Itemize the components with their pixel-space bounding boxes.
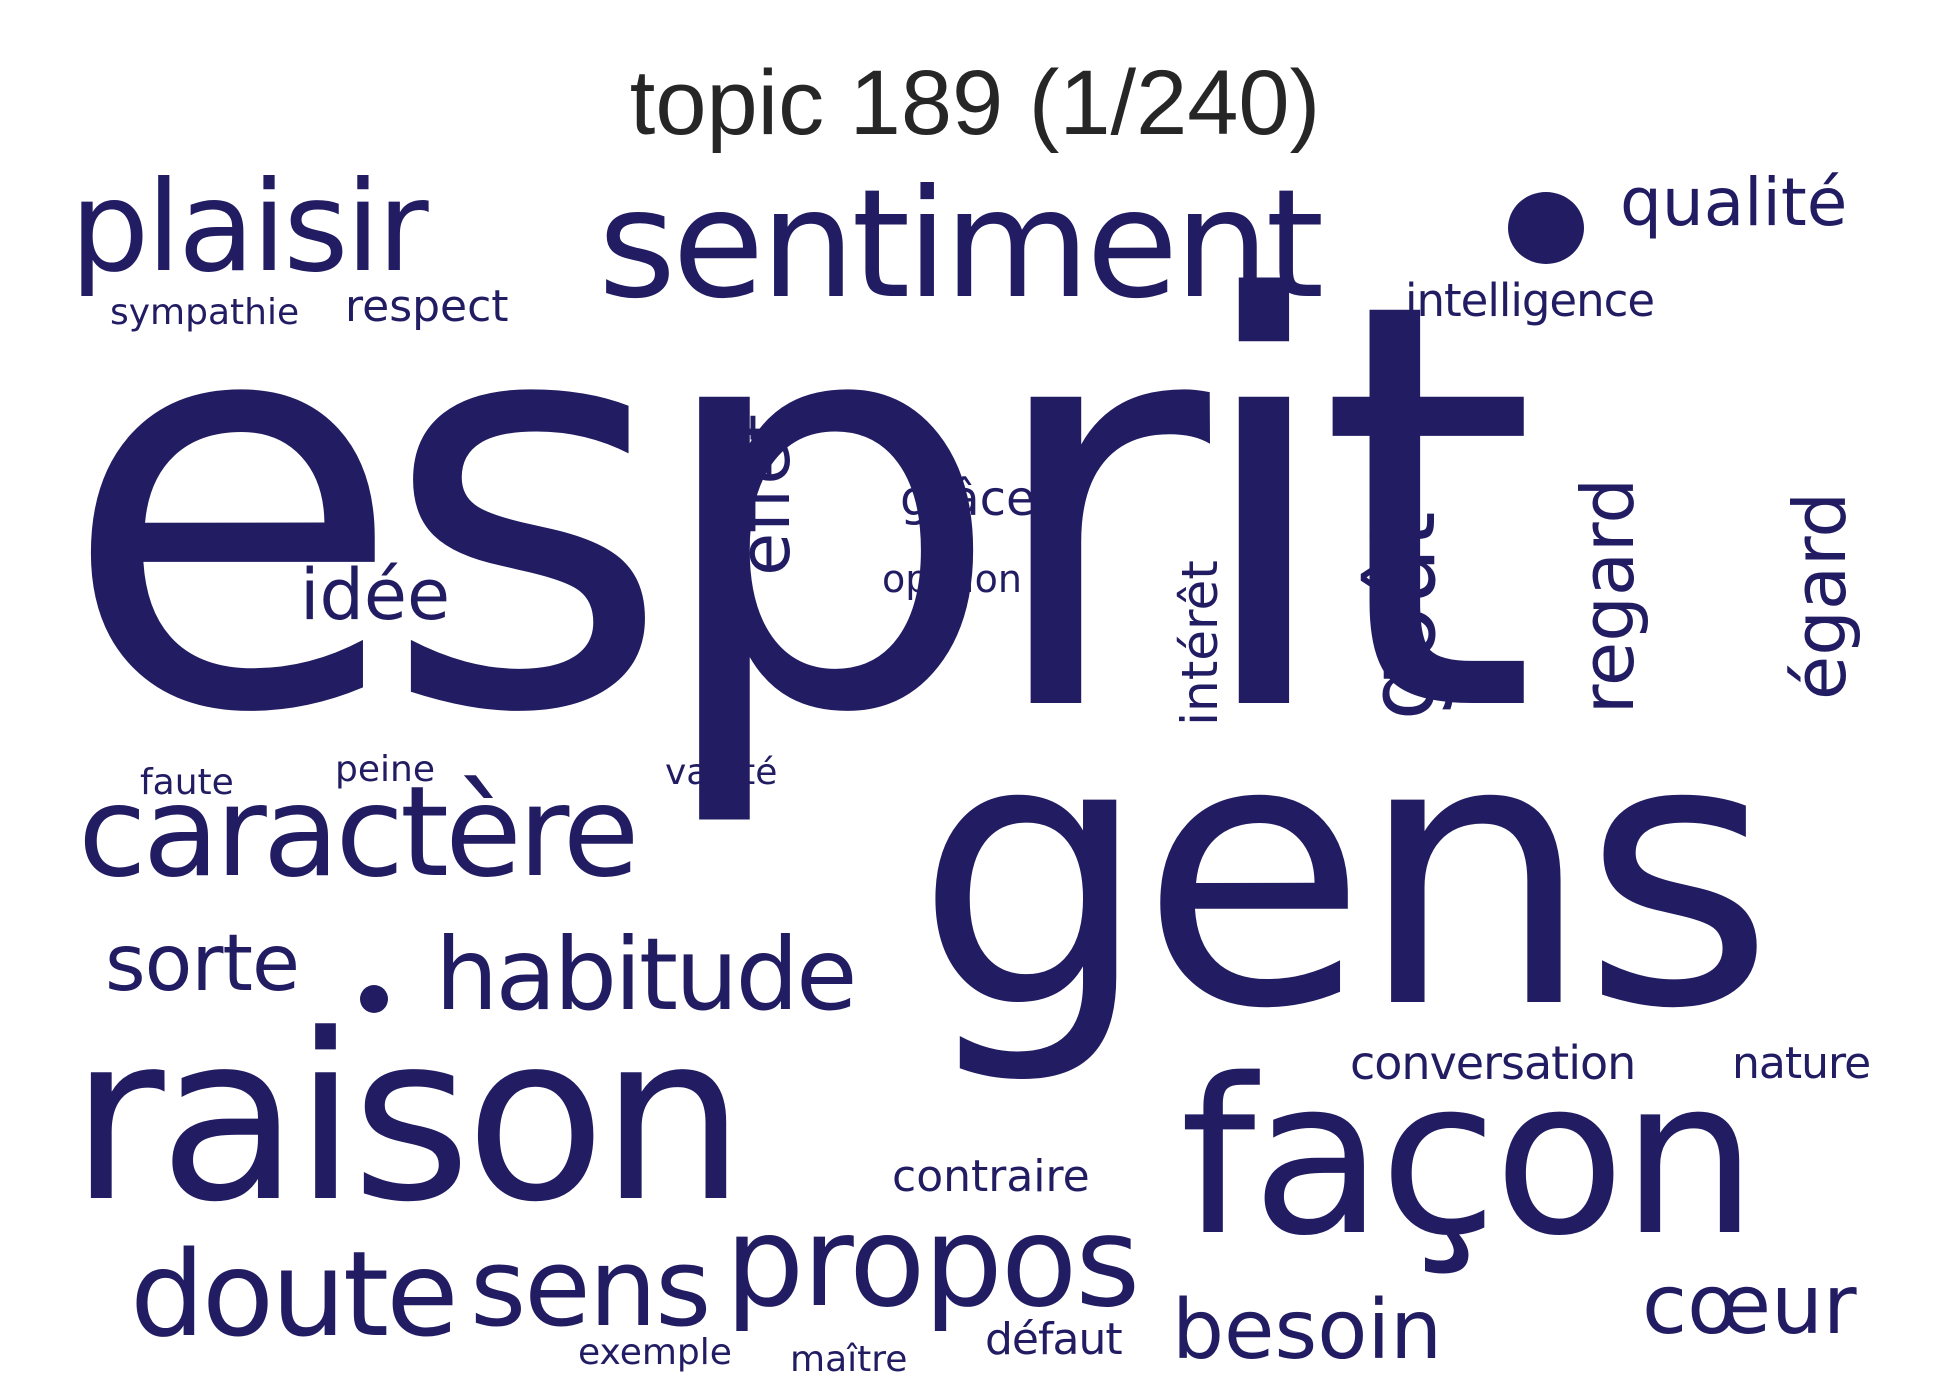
word-respect: respect: [345, 281, 509, 332]
word-vanite: vanité: [665, 752, 778, 793]
word-sentiment: sentiment: [598, 158, 1324, 332]
word-grace: grâce: [900, 471, 1036, 527]
word-gens: gens: [915, 660, 1775, 1090]
word-maitre: maître: [790, 1339, 908, 1380]
word-esprit: esprit: [60, 184, 1537, 836]
word-peine: peine: [335, 749, 435, 790]
word-raison: raison: [70, 986, 746, 1253]
word-qualite: qualité: [1620, 164, 1848, 241]
word-gout: goût: [1349, 511, 1456, 721]
word-nature: nature: [1732, 1038, 1871, 1089]
dot-mark-large: [1508, 192, 1584, 264]
dot-mark-small: [360, 985, 388, 1013]
word-regard: regard: [1566, 477, 1650, 715]
word-doute: doute: [130, 1225, 459, 1363]
word-egard: égard: [1778, 491, 1862, 701]
word-exemple: exemple: [578, 1332, 732, 1373]
word-intelligence: intelligence: [1405, 274, 1655, 327]
word-sympathie: sympathie: [110, 292, 300, 333]
word-cloud-title: topic 189 (1/240): [629, 52, 1321, 154]
word-effet: effet: [724, 414, 806, 576]
word-conversation: conversation: [1350, 1036, 1636, 1090]
word-idee: idée: [300, 554, 451, 636]
word-besoin: besoin: [1172, 1283, 1443, 1378]
word-habitude: habitude: [435, 916, 858, 1033]
word-defaut: défaut: [985, 1314, 1123, 1365]
word-contraire: contraire: [892, 1151, 1090, 1202]
word-sorte: sorte: [105, 919, 300, 1009]
word-caractere: caractère: [78, 760, 640, 905]
word-sens: sens: [470, 1226, 711, 1351]
word-plaisir: plaisir: [70, 155, 429, 300]
word-interet: intérêt: [1171, 560, 1229, 726]
word-faute: faute: [140, 762, 234, 803]
word-coeur: cœur: [1642, 1258, 1857, 1353]
word-facon: façon: [1180, 1032, 1757, 1283]
word-opinion: opinion: [882, 557, 1022, 601]
word-propos: propos: [725, 1190, 1140, 1335]
